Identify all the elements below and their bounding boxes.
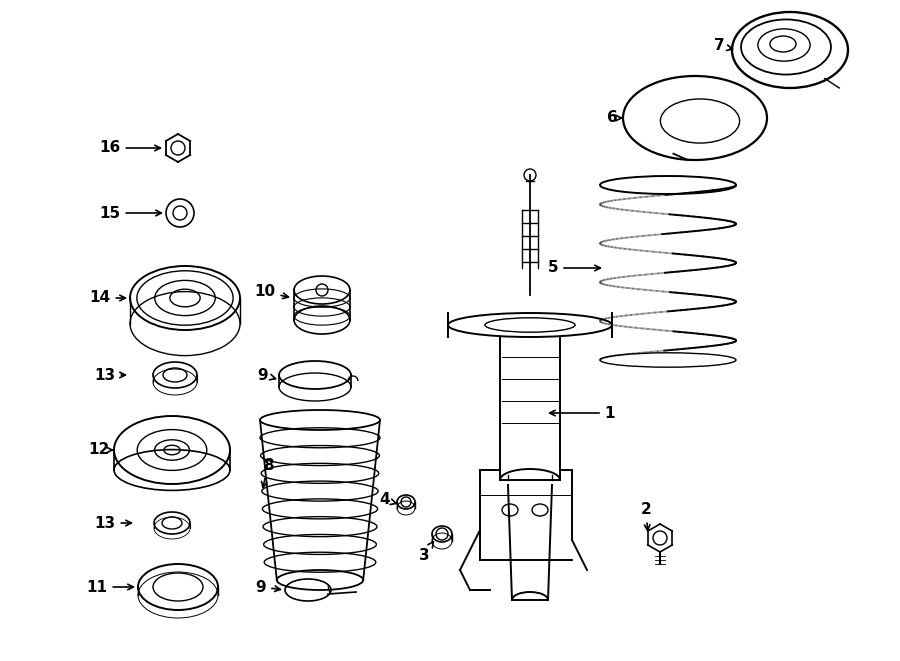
Text: 5: 5	[548, 260, 600, 276]
Text: 3: 3	[418, 541, 434, 563]
Text: 12: 12	[88, 442, 112, 457]
Text: 14: 14	[89, 290, 125, 305]
Text: 9: 9	[256, 580, 281, 594]
Text: 7: 7	[714, 38, 733, 54]
Text: 10: 10	[255, 284, 289, 299]
Text: 9: 9	[257, 368, 275, 383]
Text: 13: 13	[94, 368, 125, 383]
Text: 11: 11	[86, 580, 133, 594]
Text: 8: 8	[262, 457, 274, 487]
Text: 2: 2	[641, 502, 652, 530]
Text: 6: 6	[607, 110, 623, 126]
Text: 1: 1	[550, 405, 616, 420]
Text: 16: 16	[99, 141, 160, 155]
Text: 15: 15	[99, 206, 161, 221]
Text: 4: 4	[380, 492, 397, 508]
Text: 13: 13	[94, 516, 131, 531]
